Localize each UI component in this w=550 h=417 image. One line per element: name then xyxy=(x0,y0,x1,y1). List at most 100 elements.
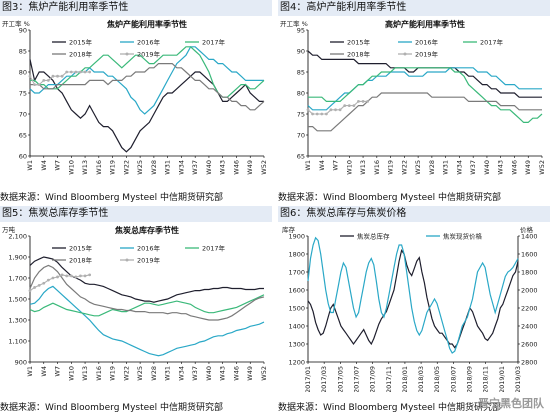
data-point xyxy=(306,108,310,112)
x-tick-label: W31 xyxy=(442,160,450,175)
x-tick-label: W7 xyxy=(332,160,340,171)
data-point xyxy=(28,289,32,292)
x-tick-label: W34 xyxy=(177,366,185,381)
x-tick-label: W37 xyxy=(191,366,199,381)
data-point xyxy=(60,74,64,78)
x-tick-label: W31 xyxy=(164,366,172,381)
y-tick-label: 1,900 xyxy=(8,254,27,262)
x-tick-label: W22 xyxy=(122,366,130,381)
x-tick-label: W25 xyxy=(136,366,144,381)
y-tick-label: 900 xyxy=(15,359,27,367)
x-tick-label: W43 xyxy=(219,160,227,175)
x-tick-label: W1 xyxy=(26,366,34,377)
series-line xyxy=(307,236,519,354)
series-line xyxy=(29,264,265,321)
legend-label: 2019年 xyxy=(415,50,439,59)
y-tick-label-left: 1600 xyxy=(288,287,305,295)
data-point xyxy=(361,100,365,103)
x-tick-label: W43 xyxy=(219,366,227,381)
legend-label: 2019年 xyxy=(137,256,161,265)
y-tick-label: 65 xyxy=(297,153,305,161)
x-tick-label: W4 xyxy=(40,160,48,171)
y-tick-label: 85 xyxy=(297,69,305,77)
data-point xyxy=(334,108,337,112)
legend-label: 2019年 xyxy=(137,50,161,59)
figure-caption: 图5：焦炭总库存季节性 xyxy=(0,206,272,222)
y-tick-label: 95 xyxy=(297,27,305,35)
x-tick-label: W7 xyxy=(54,366,62,377)
legend-label: 2015年 xyxy=(69,38,93,47)
series-line xyxy=(29,256,264,303)
x-tick-label: 2018/01 xyxy=(401,366,409,392)
y-axis-label: 万吨 xyxy=(2,225,16,234)
legend-marker xyxy=(125,258,129,262)
y-tick-label: 1,300 xyxy=(8,317,27,325)
x-tick-label: 2017/05 xyxy=(336,366,344,392)
chart-panel-coke-inventory-vs-price: 图6：焦炭总库存与焦炭价格 1200 1300 1400 1500 1600 1700 18… xyxy=(278,206,550,417)
data-point xyxy=(65,274,69,278)
x-tick-label: W19 xyxy=(387,160,395,175)
y-tick-label-right: 1400 xyxy=(521,233,538,241)
data-point xyxy=(42,281,46,285)
legend-label: 2017年 xyxy=(202,38,226,47)
chart-panel-blast-furnace-utilization: 图4：高炉产能利用率季节性 65 70 75 80 85 90 95 开工率 % 高炉产能利用率… xyxy=(278,0,550,206)
y-axis-label-left: 库存 xyxy=(282,225,296,234)
y-tick-label-right: 2000 xyxy=(521,287,538,295)
x-tick-label: W22 xyxy=(400,160,408,175)
data-point xyxy=(352,104,356,107)
data-point xyxy=(33,286,36,289)
figure-caption: 图4：高炉产能利用率季节性 xyxy=(278,0,550,16)
x-tick-label: W7 xyxy=(54,160,62,171)
y-tick-label: 85 xyxy=(19,48,27,56)
x-tick-label: W52 xyxy=(538,160,546,175)
legend-label: 2018年 xyxy=(69,256,93,265)
data-point xyxy=(56,275,59,279)
x-tick-label: 2018/09 xyxy=(466,366,474,392)
x-tick-label: W16 xyxy=(373,160,381,175)
legend-label: 2017年 xyxy=(480,38,504,47)
chart-title: 焦炉产能利用率季节性 xyxy=(106,19,187,29)
x-tick-label: 2019/01 xyxy=(498,366,506,392)
legend-label: 焦炭总库存 xyxy=(357,232,390,241)
data-point xyxy=(324,112,328,116)
data-point xyxy=(65,70,69,74)
x-tick-label: W1 xyxy=(304,160,312,171)
x-tick-label: W19 xyxy=(109,160,117,175)
x-tick-label: W28 xyxy=(150,160,158,175)
y-tick-label-right: 2600 xyxy=(521,341,538,349)
x-tick-label: 2017/03 xyxy=(320,366,328,392)
y-axis-label: 开工率 % xyxy=(2,19,30,28)
x-tick-label: W52 xyxy=(260,160,268,175)
y-tick-label-right: 2800 xyxy=(521,359,538,367)
y-tick-label: 1,700 xyxy=(8,275,27,283)
series-line xyxy=(307,248,519,349)
x-tick-label: W10 xyxy=(67,366,75,381)
data-point xyxy=(83,274,87,278)
y-tick-label: 70 xyxy=(19,111,27,119)
x-tick-label: W13 xyxy=(359,160,367,175)
x-tick-label: W40 xyxy=(205,366,213,381)
data-point xyxy=(56,74,59,78)
x-tick-label: W49 xyxy=(246,366,254,381)
x-tick-label: W25 xyxy=(136,160,144,175)
legend-label: 2018年 xyxy=(69,50,93,59)
x-tick-label: W10 xyxy=(67,160,75,175)
y-tick-label: 90 xyxy=(19,27,27,35)
x-tick-label: 2018/11 xyxy=(482,366,490,392)
x-tick-label: 2017/11 xyxy=(385,366,393,392)
data-point xyxy=(329,108,333,112)
legend-label: 焦炭现货价格 xyxy=(443,232,483,241)
x-tick-label: 2018/07 xyxy=(449,366,457,392)
y-tick-label-left: 1400 xyxy=(288,323,305,331)
legend-marker xyxy=(403,52,407,56)
chart-panel-coke-oven-utilization: 图3：焦炉产能利用率季节性 60 65 70 75 80 85 90 开工率 % 焦炉产能利用率… xyxy=(0,0,272,206)
series-line xyxy=(29,294,265,317)
x-tick-label: W4 xyxy=(40,366,48,377)
legend-marker xyxy=(125,52,129,56)
y-tick-label-right: 2400 xyxy=(521,323,538,331)
chart-title: 焦炭总库存季节性 xyxy=(114,225,179,235)
data-point xyxy=(320,112,324,116)
x-tick-label: W40 xyxy=(483,160,491,175)
x-tick-label: W46 xyxy=(232,366,240,381)
